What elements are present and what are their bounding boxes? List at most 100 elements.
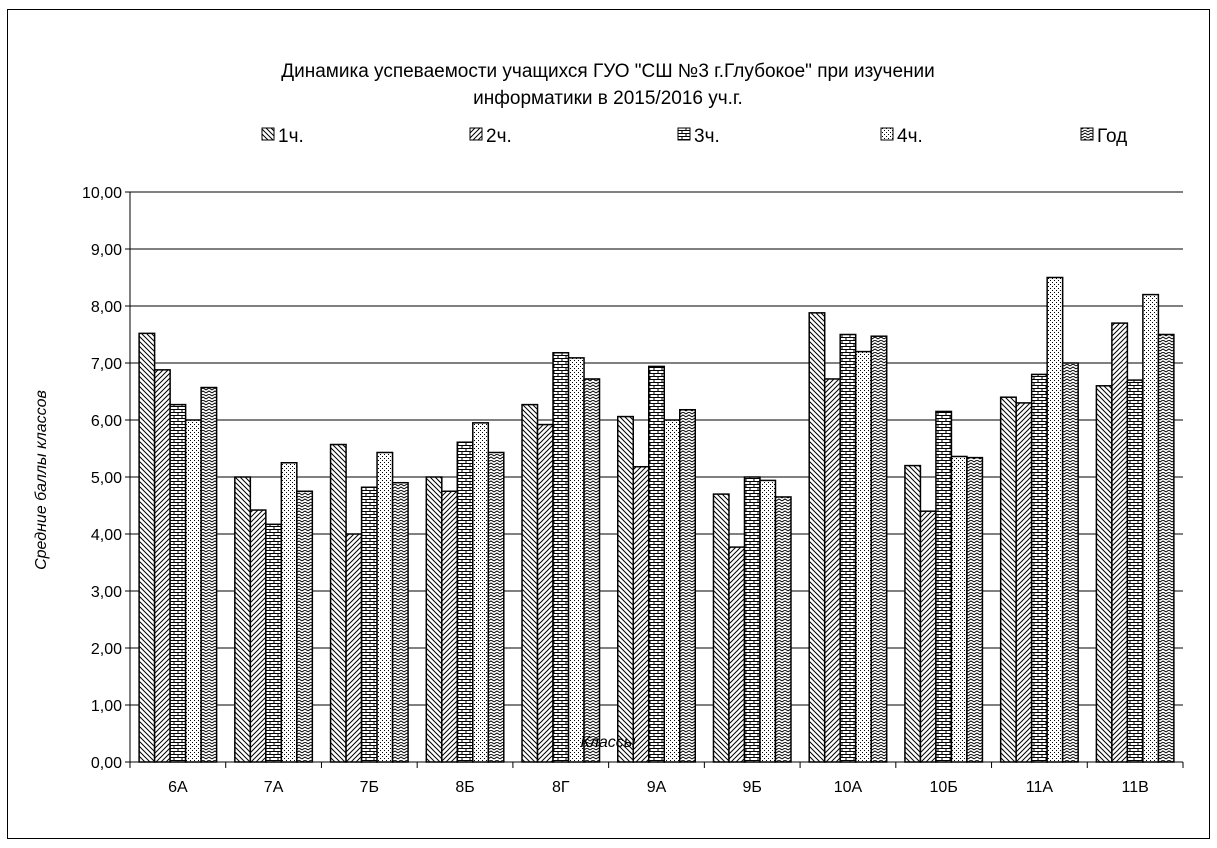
legend: 1ч. 2ч. 3ч. 4ч. Год: [261, 126, 1127, 147]
bar-9б-2ч-: [728, 546, 746, 763]
x-axis-label: Классы: [580, 734, 635, 751]
bar-10а-4ч-: [854, 350, 872, 763]
bar-9а-2ч-: [632, 465, 650, 763]
bar-8г-3ч-: [552, 351, 570, 763]
legend-label: Год: [1097, 126, 1127, 147]
y-tick-label: 7,00: [91, 356, 122, 373]
bar-6а-год: [200, 386, 218, 763]
x-tick-label-11в: 11В: [1121, 779, 1148, 796]
legend-item-2ч-: 2ч.: [469, 126, 512, 147]
chart-title: Динамика успеваемости учащихся ГУО "СШ №…: [281, 61, 935, 82]
bar-9а-3ч-: [648, 365, 665, 763]
bar-8г-4ч-: [567, 357, 585, 763]
bar-10б-2ч-: [919, 510, 937, 763]
bar-8б-4ч-: [472, 422, 490, 763]
x-tick-label-9б: 9Б: [743, 779, 762, 796]
bar-10б-3ч-: [935, 410, 953, 763]
y-axis-ticks: 0,00 1,00 2,00 3,00 4,00 5,00 6,00 7,00 8,00 9,00…: [82, 185, 130, 772]
bar-8г-1ч-: [521, 403, 539, 763]
bar-7а-год: [296, 490, 314, 763]
chart-frame: Динамика успеваемости учащихся ГУО "СШ №…: [7, 9, 1210, 839]
bar-6а-4ч-: [184, 419, 202, 763]
bar-7б-4ч-: [376, 451, 394, 763]
bar-10а-год: [870, 335, 888, 763]
bar-10б-4ч-: [950, 455, 968, 763]
x-tick-label-6а: 6А: [168, 779, 188, 796]
bar-11а-год: [1061, 362, 1079, 763]
x-tick-label-8б: 8Б: [455, 779, 474, 796]
y-tick-label: 4,00: [91, 527, 122, 544]
y-tick-label: 8,00: [91, 299, 122, 316]
bar-8б-1ч-: [425, 476, 443, 763]
bar-7б-год: [391, 481, 409, 763]
bar-9б-3ч-: [743, 476, 761, 763]
y-tick-label: 5,00: [91, 470, 122, 487]
bar-11а-2ч-: [1015, 402, 1033, 763]
bar-11в-год: [1157, 333, 1175, 763]
bar-11а-4ч-: [1046, 276, 1064, 763]
bar-11а-3ч-: [1030, 373, 1048, 763]
x-tick-label-11а: 11А: [1026, 779, 1054, 796]
bar-7а-4ч-: [280, 462, 298, 763]
x-tick-label-7а: 7А: [264, 779, 284, 796]
bar-9а-год: [679, 408, 696, 763]
bar-7б-1ч-: [329, 443, 347, 763]
x-tick-label-10б: 10Б: [930, 779, 958, 796]
legend-label: 2ч.: [486, 126, 512, 147]
legend-item-3ч-: 3ч.: [677, 126, 720, 147]
legend-swatch: [469, 127, 483, 141]
y-tick-label: 9,00: [91, 242, 122, 259]
bar-10б-1ч-: [904, 464, 922, 763]
y-axis-label: Средние баллы классов: [33, 390, 50, 570]
x-tick-label-7б: 7Б: [360, 779, 379, 796]
bar-10а-3ч-: [839, 333, 857, 763]
bar-10а-1ч-: [808, 312, 826, 763]
legend-item-год: Год: [1080, 126, 1127, 147]
legend-item-4ч-: 4ч.: [880, 126, 923, 147]
x-tick-label-8г: 8Г: [552, 779, 570, 796]
bar-7а-1ч-: [234, 476, 252, 763]
bar-9б-4ч-: [759, 479, 777, 763]
axes: [129, 192, 1183, 763]
bar-9а-4ч-: [663, 419, 681, 763]
bar-11в-4ч-: [1142, 293, 1160, 763]
bar-11в-1ч-: [1095, 385, 1113, 763]
bar-10б-год: [966, 456, 984, 763]
y-tick-label: 3,00: [91, 584, 122, 601]
bar-6а-3ч-: [169, 403, 187, 763]
bar-9б-1ч-: [712, 493, 730, 763]
bar-8г-год: [583, 378, 601, 763]
bar-10а-2ч-: [823, 378, 841, 763]
series-2ч-: [153, 322, 1129, 763]
legend-label: 3ч.: [694, 126, 720, 147]
bar-11в-2ч-: [1111, 322, 1129, 763]
bar-8г-2ч-: [536, 423, 554, 763]
bars: [138, 276, 1175, 763]
y-tick-label: 1,00: [91, 698, 122, 715]
bar-8б-3ч-: [456, 441, 474, 763]
bar-11в-3ч-: [1126, 379, 1144, 763]
bar-8б-год: [487, 451, 505, 763]
chart-svg: Динамика успеваемости учащихся ГУО "СШ №…: [33, 61, 1184, 796]
bar-8б-2ч-: [441, 490, 459, 763]
y-tick-label: 0,00: [91, 755, 122, 772]
bar-7а-2ч-: [249, 509, 267, 763]
bar-11а-1ч-: [999, 396, 1017, 763]
bar-7б-2ч-: [345, 533, 363, 763]
legend-label: 1ч.: [278, 126, 304, 147]
bar-6а-2ч-: [153, 369, 171, 763]
bar-6а-1ч-: [138, 332, 156, 763]
x-axis-ticks: 6А 7А 7Б 8Б 8Г 9А 9Б 10А 10Б 11А 11В: [129, 762, 1184, 796]
legend-item-1ч-: 1ч.: [261, 126, 304, 147]
series-3ч-: [169, 333, 1144, 763]
x-tick-label-10а: 10А: [834, 779, 863, 796]
x-tick-label-9а: 9А: [647, 779, 667, 796]
legend-swatch: [880, 127, 894, 141]
legend-swatch: [261, 127, 275, 141]
legend-swatch: [677, 127, 691, 141]
y-tick-label: 6,00: [91, 413, 122, 430]
legend-label: 4ч.: [897, 126, 923, 147]
y-tick-label: 10,00: [82, 185, 122, 202]
chart-title-line2: информатики в 2015/2016 уч.г.: [473, 88, 743, 109]
bar-7а-3ч-: [265, 523, 283, 763]
